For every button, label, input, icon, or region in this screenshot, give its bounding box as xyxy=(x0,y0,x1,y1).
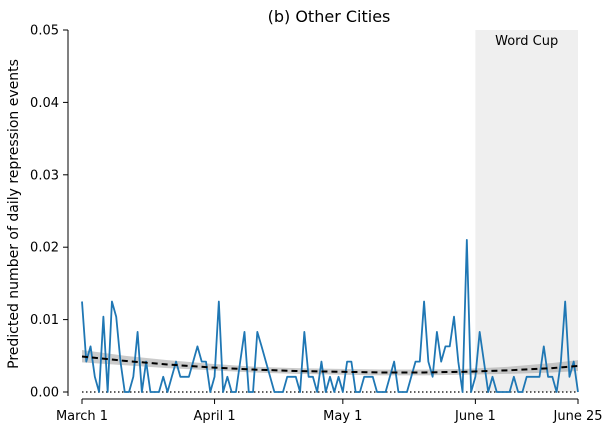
shaded-region xyxy=(475,30,578,392)
axis-layer: 0.00 0.01 0.02 0.03 0.04 0.05 March 1 April 1 Ma… xyxy=(30,24,602,425)
y-tick-label: 0.04 xyxy=(30,96,59,111)
y-tick-label: 0.05 xyxy=(30,24,59,39)
x-tick-label: May 1 xyxy=(323,409,362,424)
confidence-band xyxy=(82,350,578,376)
y-tick-label: 0.00 xyxy=(30,386,59,401)
shaded-region-layer: Word Cup xyxy=(475,30,578,392)
observed-series-line xyxy=(81,239,579,393)
shaded-region-label: Word Cup xyxy=(495,34,558,49)
x-tick-label: June 25 xyxy=(553,409,603,424)
y-tick-label: 0.03 xyxy=(30,168,59,183)
x-tick-label: March 1 xyxy=(56,409,108,424)
fitted-trend-line xyxy=(81,355,579,374)
y-tick-label: 0.01 xyxy=(30,313,59,328)
x-tick-label: April 1 xyxy=(193,409,235,424)
y-tick-label: 0.02 xyxy=(30,241,59,256)
chart-title: (b) Other Cities xyxy=(268,7,391,26)
series-layer xyxy=(81,239,579,393)
y-axis-label: Predicted number of daily repression eve… xyxy=(6,59,22,369)
confidence-band-layer xyxy=(82,350,578,376)
x-tick-label: June 1 xyxy=(454,409,496,424)
